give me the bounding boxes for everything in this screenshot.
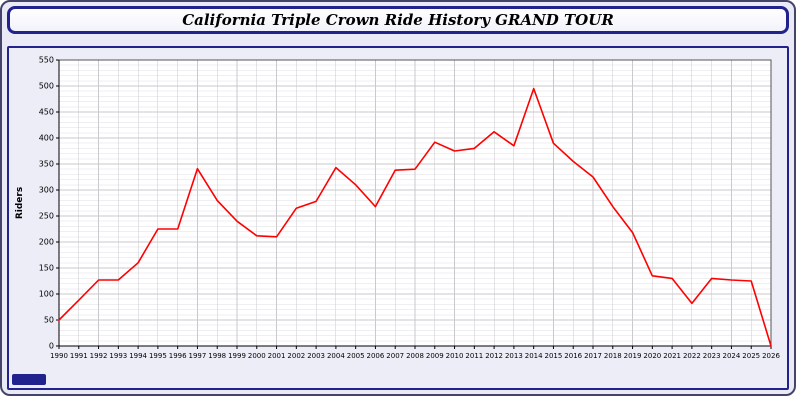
svg-text:2013: 2013	[505, 352, 523, 360]
svg-text:2023: 2023	[703, 352, 721, 360]
svg-text:2000: 2000	[248, 352, 266, 360]
svg-text:400: 400	[39, 134, 54, 143]
svg-text:2003: 2003	[307, 352, 325, 360]
svg-text:1990: 1990	[50, 352, 68, 360]
svg-text:300: 300	[39, 186, 54, 195]
svg-text:2011: 2011	[465, 352, 483, 360]
svg-text:Riders: Riders	[15, 187, 25, 219]
svg-text:2014: 2014	[525, 352, 543, 360]
svg-text:1998: 1998	[208, 352, 226, 360]
svg-text:2016: 2016	[564, 352, 582, 360]
svg-text:200: 200	[39, 238, 54, 247]
svg-text:450: 450	[39, 108, 54, 117]
svg-text:1995: 1995	[149, 352, 167, 360]
svg-text:0: 0	[49, 342, 54, 351]
chart-panel: 0 50 100 150 200 250 300 350 400 450 500 550 1990 199…	[7, 46, 789, 390]
svg-text:350: 350	[39, 160, 54, 169]
svg-text:1999: 1999	[228, 352, 246, 360]
panel-corner-box	[12, 374, 46, 385]
svg-text:2018: 2018	[604, 352, 622, 360]
svg-text:150: 150	[39, 264, 54, 273]
svg-text:2010: 2010	[446, 352, 464, 360]
svg-text:2008: 2008	[406, 352, 424, 360]
svg-text:250: 250	[39, 212, 54, 221]
svg-text:1992: 1992	[90, 352, 108, 360]
svg-text:1994: 1994	[129, 352, 147, 360]
svg-text:100: 100	[39, 290, 54, 299]
svg-text:2007: 2007	[386, 352, 404, 360]
svg-text:2019: 2019	[624, 352, 642, 360]
svg-text:2012: 2012	[485, 352, 503, 360]
svg-text:2005: 2005	[347, 352, 365, 360]
svg-text:2022: 2022	[683, 352, 701, 360]
chart-title-bar: California Triple Crown Ride History GRA…	[7, 6, 789, 34]
svg-text:2015: 2015	[545, 352, 563, 360]
svg-text:2009: 2009	[426, 352, 444, 360]
svg-text:2004: 2004	[327, 352, 345, 360]
svg-text:1996: 1996	[169, 352, 187, 360]
svg-text:1993: 1993	[109, 352, 127, 360]
chart-title: California Triple Crown Ride History GRA…	[182, 11, 614, 29]
svg-text:2020: 2020	[643, 352, 661, 360]
svg-text:2017: 2017	[584, 352, 602, 360]
svg-text:1991: 1991	[70, 352, 88, 360]
svg-text:2024: 2024	[723, 352, 741, 360]
svg-text:500: 500	[39, 82, 54, 91]
svg-text:2001: 2001	[268, 352, 286, 360]
svg-text:2021: 2021	[663, 352, 681, 360]
svg-text:1997: 1997	[189, 352, 207, 360]
svg-text:50: 50	[44, 316, 54, 325]
svg-text:550: 550	[39, 56, 54, 65]
svg-text:2026: 2026	[762, 352, 780, 360]
svg-text:2006: 2006	[367, 352, 385, 360]
svg-text:2025: 2025	[742, 352, 760, 360]
svg-text:2002: 2002	[287, 352, 305, 360]
